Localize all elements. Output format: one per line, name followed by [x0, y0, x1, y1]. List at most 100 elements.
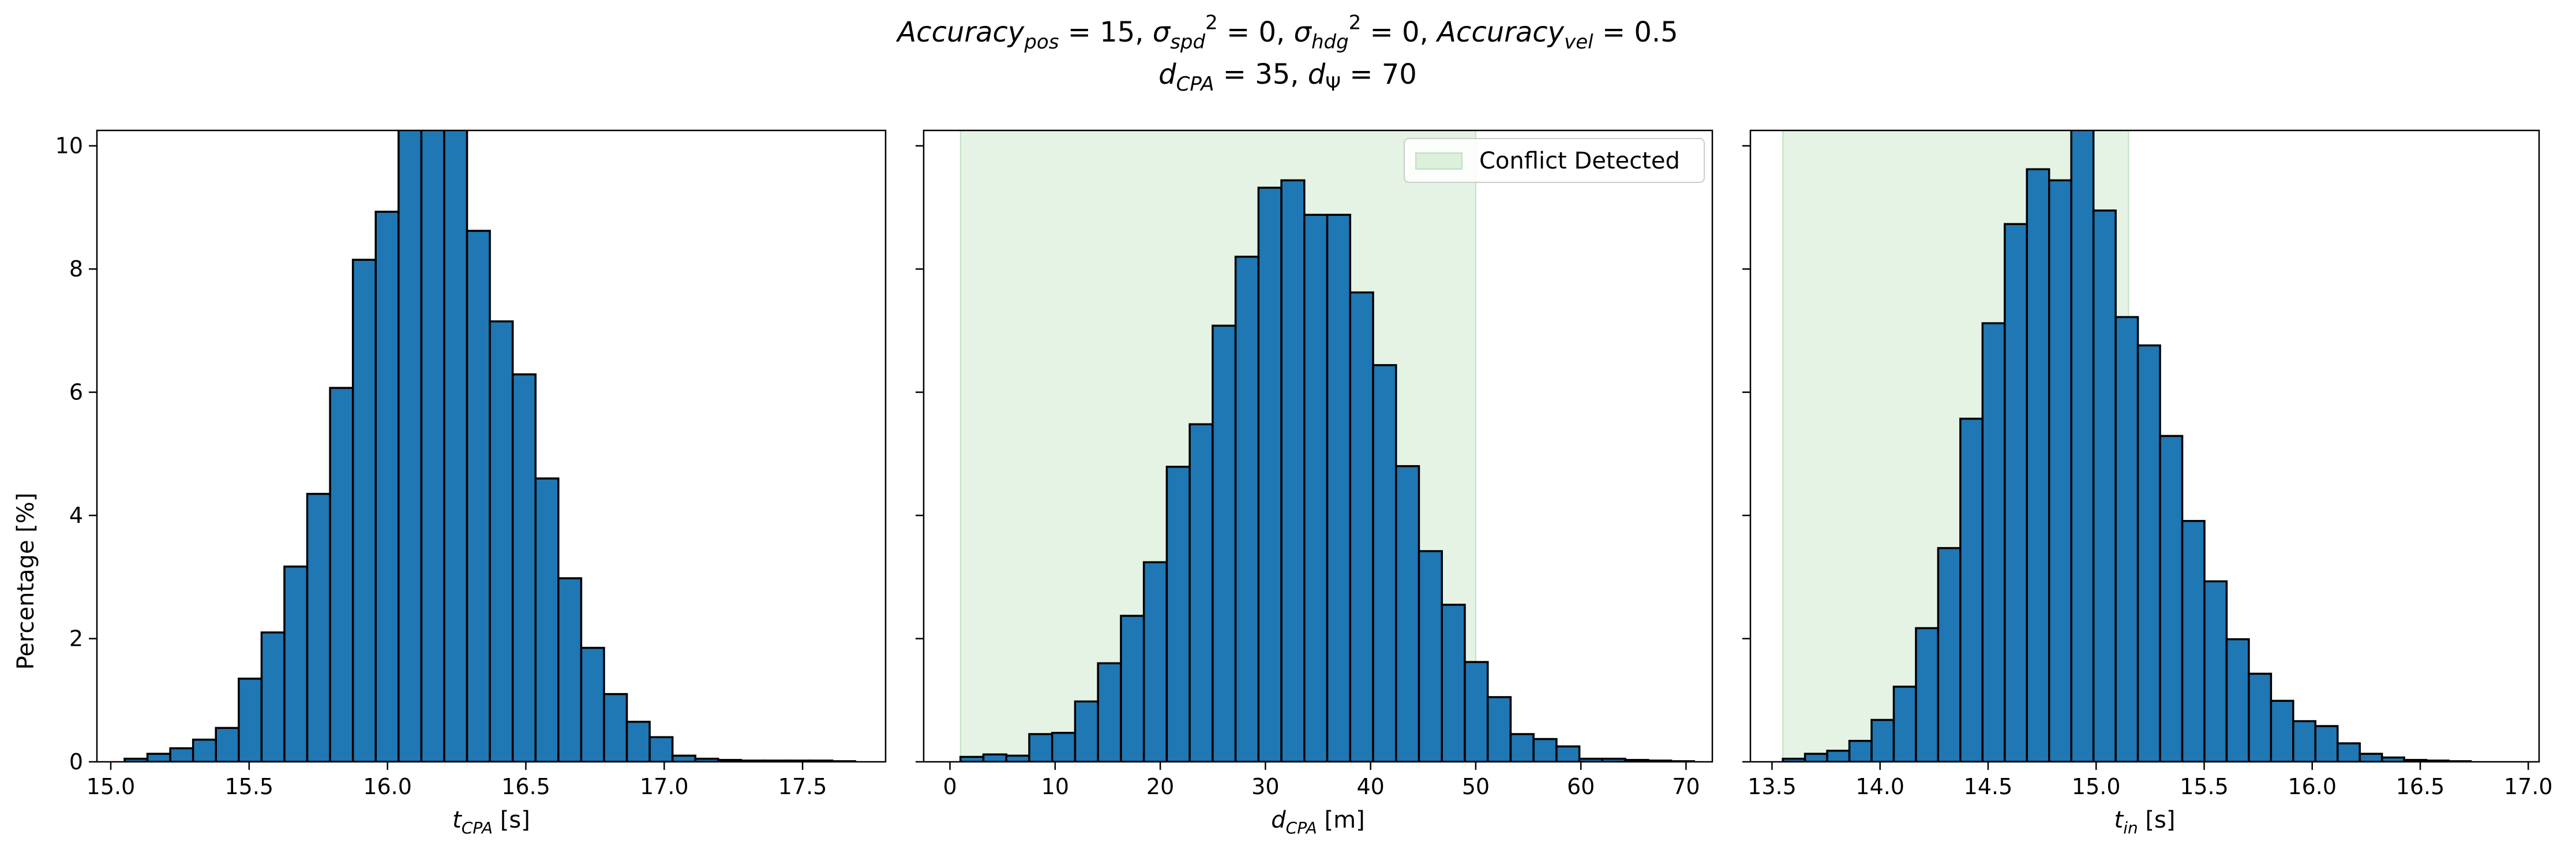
- axes-frame: [1749, 129, 2540, 763]
- x-tick-label: 70: [1672, 774, 1700, 799]
- x-tick-label: 15.0: [2072, 774, 2121, 799]
- histogram-bar: [1051, 732, 1077, 762]
- histogram-bar: [283, 565, 309, 762]
- histogram-bar: [1981, 322, 2006, 762]
- histogram-bar: [2225, 638, 2250, 762]
- histogram-bar: [2092, 209, 2117, 762]
- histogram-bar: [1394, 465, 1420, 762]
- y-tick-label: 6: [69, 380, 83, 405]
- histogram-bar: [2337, 742, 2361, 762]
- histogram-bar: [1555, 745, 1581, 762]
- histogram-bar: [1188, 423, 1214, 762]
- histogram-bar: [1372, 364, 1397, 762]
- histogram-bar: [1303, 214, 1329, 762]
- histogram-bar: [1142, 561, 1168, 762]
- histogram-bar: [1532, 738, 1558, 762]
- histogram-bar: [1234, 256, 1260, 762]
- legend-label: Conflict Detected: [1479, 148, 1680, 174]
- histogram-bar: [603, 693, 628, 762]
- histogram-bar: [2248, 672, 2273, 762]
- histogram-bar: [2026, 168, 2050, 762]
- x-tick-label: 15.0: [87, 774, 136, 799]
- histogram-bar: [1120, 615, 1145, 762]
- x-tick-label: 60: [1567, 774, 1595, 799]
- histogram-bar: [1257, 186, 1283, 762]
- histogram-bar: [1892, 686, 1917, 762]
- histogram-bar: [1803, 753, 1828, 762]
- x-tick-label: 16.5: [501, 774, 550, 799]
- histogram-bar: [1870, 719, 1895, 762]
- histogram-bar: [2136, 344, 2161, 762]
- legend: Conflict Detected: [1404, 138, 1705, 183]
- histogram-bar: [580, 646, 605, 762]
- histogram-bar: [238, 678, 263, 762]
- histogram-bar: [260, 631, 286, 762]
- x-tick-label: 50: [1462, 774, 1490, 799]
- histogram-bar: [1441, 604, 1466, 762]
- histogram-bar: [1005, 754, 1030, 762]
- x-tick-label: 14.5: [1964, 774, 2013, 799]
- histogram-bar: [671, 754, 696, 762]
- histogram-bar: [146, 753, 171, 762]
- subplots: 15.0 15.5 16.0 16.5 17.0 17.5 0 2 4 6 8 10 tCPA [s] 0…: [55, 129, 2553, 837]
- histogram-bar: [1509, 733, 1535, 762]
- histogram-bar: [1464, 661, 1489, 762]
- subplot-3: 13.5 14.0 14.5 15.0 15.5 16.0 16.5 17.0 tin [s]: [1742, 129, 2553, 837]
- y-tick-label: 2: [69, 626, 83, 652]
- histogram-bar: [2114, 316, 2139, 762]
- histogram-bar: [1959, 417, 1984, 762]
- histogram-bar: [2358, 753, 2383, 762]
- histogram-bar: [1848, 739, 1873, 762]
- histogram-bar: [306, 492, 331, 762]
- x-tick-label: 16.0: [2288, 774, 2337, 799]
- histogram-bar: [625, 720, 651, 762]
- x-tick-label: 20: [1146, 774, 1174, 799]
- histogram-bar: [2181, 519, 2206, 762]
- y-tick-label: 4: [69, 503, 83, 528]
- legend-swatch: [1415, 152, 1463, 170]
- subplot-1: 15.0 15.5 16.0 16.5 17.0 17.5 0 2 4 6 8 10 tCPA [s]: [55, 129, 887, 837]
- histogram-bar: [1826, 750, 1851, 762]
- x-axis-label: tin [s]: [2114, 807, 2176, 837]
- histogram-bar: [1937, 547, 1962, 762]
- x-tick-label: 13.5: [1748, 774, 1797, 799]
- histogram-bar: [489, 320, 514, 762]
- y-axis-label: Percentage [%]: [13, 493, 39, 670]
- histogram-bar: [466, 230, 491, 762]
- histogram-bar: [1418, 550, 1443, 762]
- figure-title-line-1: Accuracypos = 15, σspd2 = 0, σhdg2 = 0, …: [895, 11, 1678, 54]
- histogram-bar: [1349, 291, 1374, 762]
- x-tick-label: 15.5: [2180, 774, 2229, 799]
- subplot-2: 0 10 20 30 40 50 60 70 dCPA [m] Conflict Detected: [916, 129, 1713, 837]
- histogram-bar: [2159, 435, 2184, 762]
- histogram-bar: [215, 727, 240, 762]
- x-tick-label: 17.5: [778, 774, 827, 799]
- x-tick-label: 10: [1041, 774, 1069, 799]
- x-tick-label: 30: [1251, 774, 1279, 799]
- x-tick-label: 0: [943, 774, 957, 799]
- histogram-bar: [329, 387, 354, 762]
- histogram-bar: [420, 130, 445, 762]
- x-tick-label: 16.5: [2396, 774, 2445, 799]
- histogram-bar: [959, 755, 985, 762]
- figure-title-line-2: dCPA = 35, dΨ = 70: [1158, 58, 1417, 96]
- histogram-bar: [1074, 700, 1099, 762]
- axes-frame: [96, 129, 887, 763]
- histogram-bar: [2270, 699, 2294, 762]
- histogram-bar: [1097, 662, 1122, 762]
- x-tick-label: 15.5: [225, 774, 274, 799]
- histogram-bar: [443, 130, 468, 762]
- histogram-bar: [1280, 179, 1306, 762]
- histogram-bar: [2314, 725, 2339, 762]
- histogram-bar: [169, 747, 194, 762]
- histogram-bar: [1212, 324, 1237, 762]
- y-tick-label: 10: [55, 133, 83, 159]
- histogram-bar: [1486, 696, 1512, 762]
- axes-frame: [923, 129, 1713, 763]
- histogram-bar: [351, 259, 377, 762]
- x-tick-label: 17.0: [640, 774, 689, 799]
- histogram-bar: [2004, 223, 2028, 762]
- histogram-bar: [2048, 179, 2072, 762]
- x-tick-label: 14.0: [1855, 774, 1904, 799]
- histogram-bar: [398, 130, 423, 762]
